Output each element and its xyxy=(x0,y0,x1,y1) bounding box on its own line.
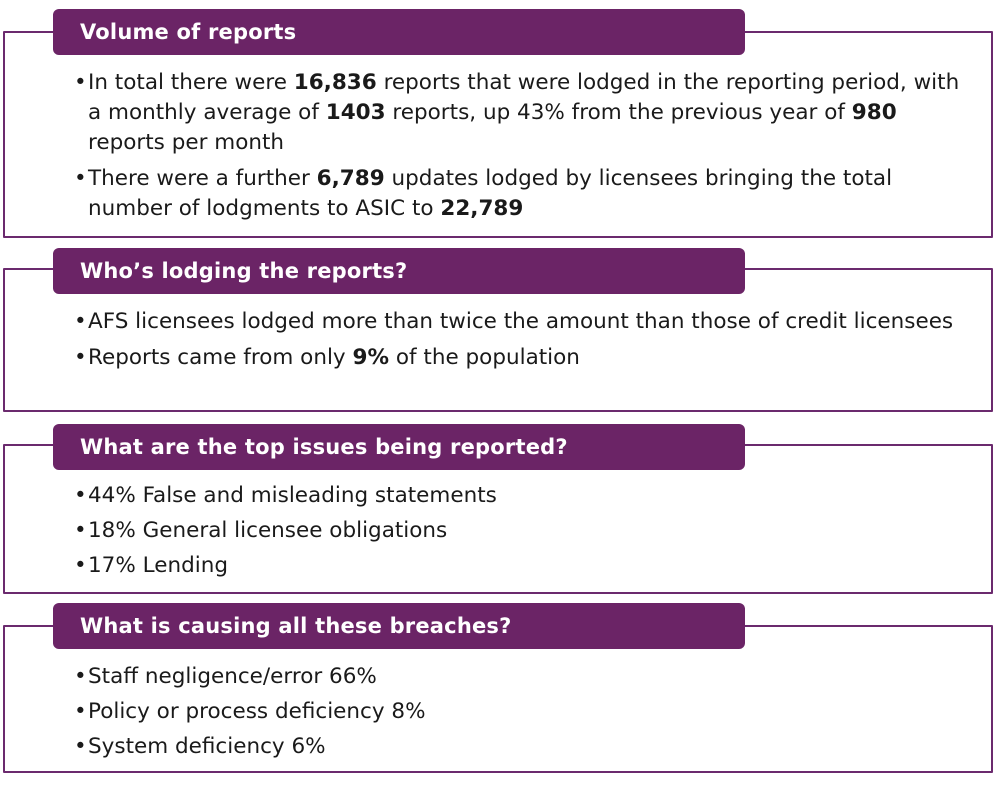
list-item: Policy or process deficiency 8% xyxy=(74,697,976,727)
section-title: Volume of reports xyxy=(53,9,745,55)
list-item: 17% Lending xyxy=(74,551,976,581)
list-item: There were a further 6,789 updates lodge… xyxy=(74,164,976,224)
bullet-list: 44% False and misleading statements 18% … xyxy=(74,481,976,586)
list-item: In total there were 16,836 reports that … xyxy=(74,68,976,158)
stat-population-share: 9% xyxy=(352,345,390,370)
section-title: What is causing all these breaches? xyxy=(53,603,745,649)
list-item: Reports came from only 9% of the populat… xyxy=(74,343,976,373)
stat-monthly-average: 1403 xyxy=(325,100,386,125)
bullet-list: Staff negligence/error 66% Policy or pro… xyxy=(74,662,976,767)
bullet-list: AFS licensees lodged more than twice the… xyxy=(74,307,976,379)
stat-previous-year: 980 xyxy=(851,100,897,125)
bullet-list: In total there were 16,836 reports that … xyxy=(74,68,976,230)
list-item: 18% General licensee obligations xyxy=(74,516,976,546)
list-item: 44% False and misleading statements xyxy=(74,481,976,511)
stat-total-lodgments: 22,789 xyxy=(440,196,524,221)
list-item: System deficiency 6% xyxy=(74,732,976,762)
list-item: AFS licensees lodged more than twice the… xyxy=(74,307,976,337)
section-title: Who’s lodging the reports? xyxy=(53,248,745,294)
section-title: What are the top issues being reported? xyxy=(53,424,745,470)
stat-total-reports: 16,836 xyxy=(293,70,377,95)
list-item: Staff negligence/error 66% xyxy=(74,662,976,692)
stat-updates: 6,789 xyxy=(316,166,385,191)
